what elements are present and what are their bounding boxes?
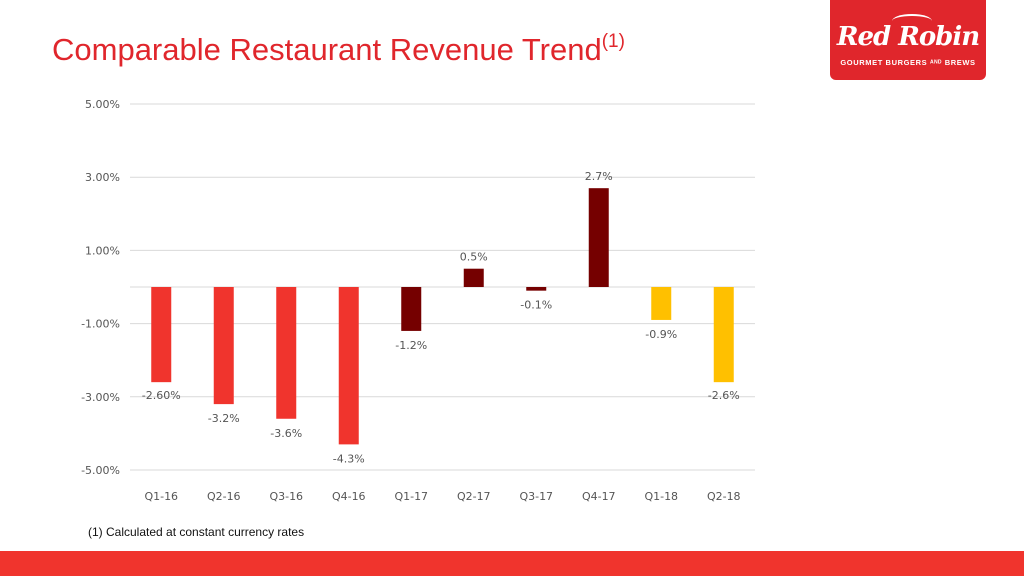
- y-tick-label: -3.00%: [81, 391, 120, 404]
- bar: [213, 287, 234, 405]
- data-label: -4.3%: [333, 452, 365, 465]
- data-label: 0.5%: [460, 251, 488, 264]
- bar: [526, 287, 547, 291]
- logo-swoosh-icon: [892, 14, 932, 28]
- title-superscript: (1): [601, 30, 625, 52]
- bar: [713, 287, 734, 383]
- page-title: Comparable Restaurant Revenue Trend(1): [52, 30, 625, 68]
- bottom-accent-bar: [0, 551, 1024, 576]
- logo-name: Red Robin: [836, 22, 980, 52]
- bar: [651, 287, 672, 320]
- y-tick-label: -5.00%: [81, 464, 120, 477]
- x-tick-label: Q4-17: [582, 490, 616, 503]
- x-tick-label: Q2-17: [457, 490, 491, 503]
- data-label: -3.2%: [208, 412, 240, 425]
- x-tick-label: Q1-16: [144, 490, 178, 503]
- data-label: -2.6%: [708, 389, 740, 402]
- x-tick-label: Q3-16: [269, 490, 303, 503]
- logo-tagline: GOURMET BURGERS ᴬᴺᴰ BREWS: [840, 58, 976, 67]
- x-tick-label: Q2-18: [707, 490, 741, 503]
- data-label: -0.9%: [645, 328, 677, 341]
- bar: [401, 287, 422, 331]
- x-tick-label: Q1-17: [394, 490, 428, 503]
- y-tick-label: 5.00%: [85, 98, 120, 111]
- bar: [588, 188, 609, 287]
- y-tick-label: -1.00%: [81, 318, 120, 331]
- data-label: -2.60%: [142, 389, 181, 402]
- x-tick-label: Q4-16: [332, 490, 366, 503]
- footnote: (1) Calculated at constant currency rate…: [88, 525, 305, 539]
- bar: [276, 287, 297, 419]
- bar: [338, 287, 359, 445]
- data-label: -3.6%: [270, 427, 302, 440]
- bar: [463, 268, 484, 287]
- bar: [151, 287, 172, 383]
- red-robin-logo: Red Robin GOURMET BURGERS ᴬᴺᴰ BREWS: [830, 0, 986, 80]
- y-tick-label: 3.00%: [85, 171, 120, 184]
- title-text: Comparable Restaurant Revenue Trend: [52, 32, 602, 67]
- x-tick-label: Q1-18: [644, 490, 678, 503]
- x-tick-label: Q2-16: [207, 490, 241, 503]
- x-tick-label: Q3-17: [519, 490, 553, 503]
- data-label: -0.1%: [520, 299, 552, 312]
- data-label: 2.7%: [585, 170, 613, 183]
- revenue-bar-chart: 5.00% 3.00% 1.00% -1.00% -3.00% -5.00% Q1-16 -2…: [81, 98, 755, 503]
- data-label: -1.2%: [395, 339, 427, 352]
- y-tick-label: 1.00%: [85, 244, 120, 257]
